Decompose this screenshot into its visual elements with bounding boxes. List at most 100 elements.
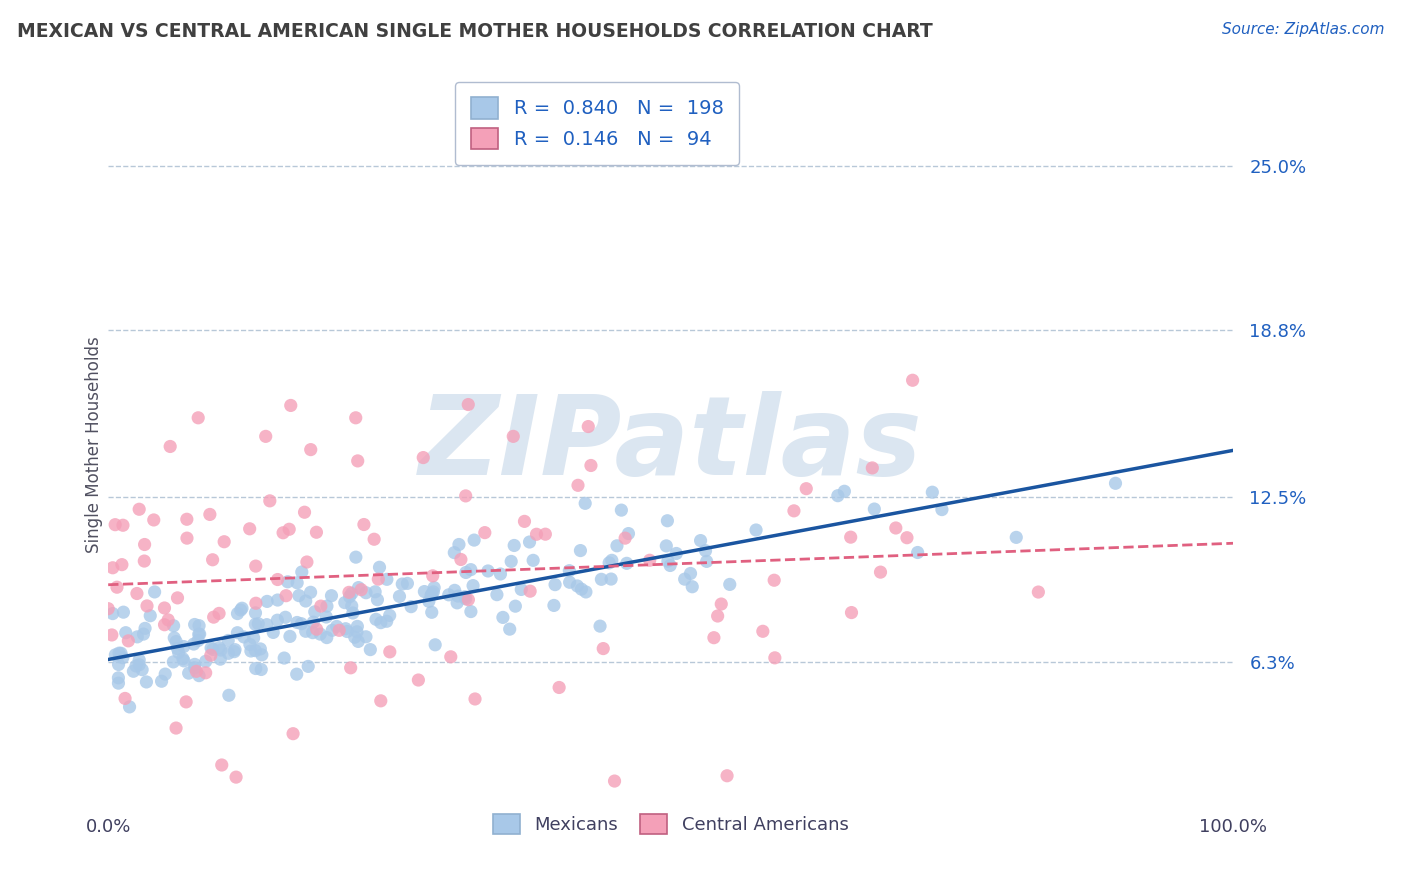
Point: [474, 525, 496, 540]
Point: [346, 624, 368, 639]
Point: [200, 648, 222, 663]
Point: [463, 533, 485, 547]
Point: [492, 610, 515, 624]
Point: [200, 640, 222, 655]
Point: [232, 630, 254, 644]
Point: [378, 608, 401, 623]
Point: [153, 601, 176, 615]
Point: [135, 675, 157, 690]
Point: [901, 373, 924, 387]
Point: [153, 667, 176, 681]
Point: [118, 699, 141, 714]
Point: [186, 665, 208, 679]
Point: [297, 659, 319, 673]
Point: [443, 583, 465, 598]
Point: [122, 665, 145, 679]
Point: [201, 553, 224, 567]
Point: [333, 596, 356, 610]
Point: [335, 622, 357, 636]
Point: [166, 591, 188, 605]
Point: [681, 580, 703, 594]
Point: [188, 627, 211, 641]
Point: [259, 493, 281, 508]
Point: [834, 484, 856, 499]
Point: [703, 631, 725, 645]
Point: [217, 633, 239, 648]
Point: [217, 646, 239, 660]
Point: [388, 590, 411, 604]
Point: [188, 668, 211, 682]
Point: [157, 613, 180, 627]
Point: [208, 640, 231, 655]
Point: [104, 517, 127, 532]
Text: ZIPatlas: ZIPatlas: [419, 391, 922, 498]
Point: [347, 634, 370, 648]
Point: [443, 546, 465, 560]
Point: [869, 565, 891, 579]
Point: [247, 616, 270, 631]
Point: [526, 527, 548, 541]
Point: [176, 512, 198, 526]
Point: [97, 601, 120, 615]
Point: [254, 429, 277, 443]
Point: [162, 619, 184, 633]
Point: [592, 641, 614, 656]
Point: [139, 608, 162, 623]
Point: [440, 649, 463, 664]
Point: [266, 593, 288, 607]
Point: [211, 758, 233, 772]
Point: [231, 601, 253, 615]
Point: [346, 454, 368, 468]
Point: [454, 489, 477, 503]
Point: [112, 605, 135, 619]
Point: [336, 624, 359, 639]
Point: [101, 561, 124, 575]
Point: [839, 530, 862, 544]
Point: [136, 599, 159, 613]
Point: [239, 644, 262, 658]
Point: [142, 513, 165, 527]
Point: [574, 496, 596, 510]
Point: [128, 657, 150, 672]
Point: [422, 585, 444, 599]
Point: [571, 582, 593, 596]
Point: [242, 631, 264, 645]
Point: [188, 618, 211, 632]
Point: [305, 525, 328, 540]
Point: [163, 631, 186, 645]
Point: [315, 631, 337, 645]
Point: [695, 543, 717, 558]
Point: [422, 569, 444, 583]
Point: [827, 489, 849, 503]
Point: [174, 695, 197, 709]
Point: [606, 539, 628, 553]
Point: [153, 617, 176, 632]
Point: [321, 624, 343, 638]
Point: [184, 657, 207, 672]
Point: [567, 478, 589, 492]
Point: [460, 605, 482, 619]
Point: [294, 594, 316, 608]
Point: [413, 584, 436, 599]
Point: [679, 566, 702, 581]
Point: [696, 554, 718, 568]
Point: [543, 599, 565, 613]
Point: [437, 588, 460, 602]
Point: [370, 615, 392, 630]
Point: [464, 692, 486, 706]
Point: [375, 615, 398, 629]
Point: [783, 504, 806, 518]
Point: [598, 556, 620, 570]
Point: [278, 629, 301, 643]
Point: [454, 590, 477, 604]
Point: [294, 624, 316, 639]
Point: [364, 584, 387, 599]
Point: [177, 666, 200, 681]
Point: [325, 619, 347, 633]
Point: [544, 577, 567, 591]
Point: [299, 442, 322, 457]
Point: [150, 674, 173, 689]
Point: [316, 599, 339, 614]
Point: [567, 579, 589, 593]
Point: [321, 589, 343, 603]
